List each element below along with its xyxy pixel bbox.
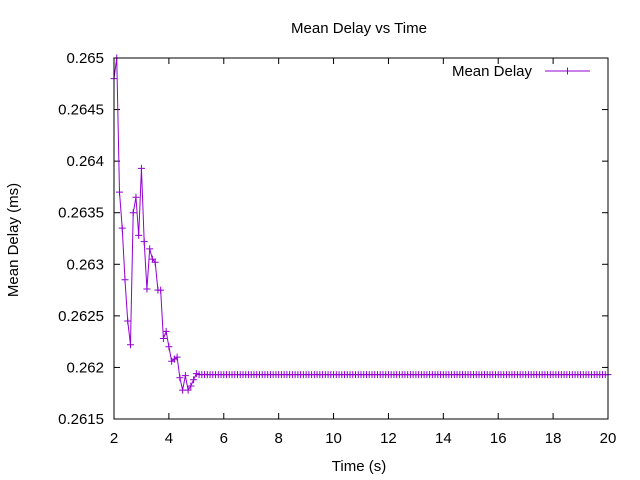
x-tick-label: 2 (110, 430, 118, 447)
x-tick-label: 16 (490, 430, 507, 447)
chart-title: Mean Delay vs Time (291, 20, 427, 37)
axis-ticks: 2 4 6 8 10 12 14 16 18 20 0.2615 0.262 0.2625 0.263 0.… (58, 50, 616, 447)
series-group (110, 54, 612, 394)
data-point-marker (184, 386, 192, 394)
data-point-marker (135, 231, 143, 239)
data-point-marker (146, 245, 154, 253)
data-point-marker (176, 374, 184, 382)
y-tick-label: 0.2645 (58, 102, 104, 119)
x-tick-label: 20 (600, 430, 617, 447)
y-tick-label: 0.263 (66, 256, 104, 273)
data-point-marker (173, 353, 181, 361)
y-axis-label: Mean Delay (ms) (5, 183, 22, 297)
x-tick-label: 8 (274, 430, 282, 447)
data-point-marker (157, 286, 165, 294)
series-line (113, 57, 608, 392)
y-tick-label: 0.264 (66, 153, 104, 170)
legend-marker (564, 67, 571, 75)
data-point-marker (129, 209, 137, 217)
y-tick-label: 0.2635 (58, 205, 104, 222)
y-tick-label: 0.265 (66, 50, 104, 67)
x-tick-label: 12 (380, 430, 397, 447)
data-point-marker (137, 164, 145, 172)
y-tick-label: 0.2615 (58, 411, 104, 428)
data-point-marker (126, 341, 134, 349)
data-point-marker (143, 285, 151, 293)
data-point-marker (121, 276, 129, 284)
data-point-marker (162, 327, 170, 335)
x-tick-label: 10 (325, 430, 342, 447)
x-axis-label: Time (s) (332, 458, 386, 475)
x-tick-label: 6 (220, 430, 228, 447)
y-tick-label: 0.2625 (58, 308, 104, 325)
data-point-marker (165, 343, 173, 351)
data-point-marker (124, 317, 132, 325)
data-point-marker (151, 258, 159, 266)
data-point-marker (115, 188, 123, 196)
data-point-marker (187, 382, 195, 390)
data-point-marker (140, 238, 148, 246)
data-point-marker (118, 224, 126, 232)
data-point-marker (132, 193, 140, 201)
x-tick-label: 18 (545, 430, 562, 447)
data-point-marker (190, 376, 198, 384)
y-tick-label: 0.262 (66, 359, 104, 376)
data-point-marker (159, 335, 167, 343)
legend-label: Mean Delay (452, 63, 533, 80)
data-point-marker (181, 372, 189, 380)
x-tick-label: 4 (165, 430, 173, 447)
legend: Mean Delay (452, 63, 590, 80)
plot-frame (113, 57, 609, 420)
x-tick-label: 14 (435, 430, 452, 447)
